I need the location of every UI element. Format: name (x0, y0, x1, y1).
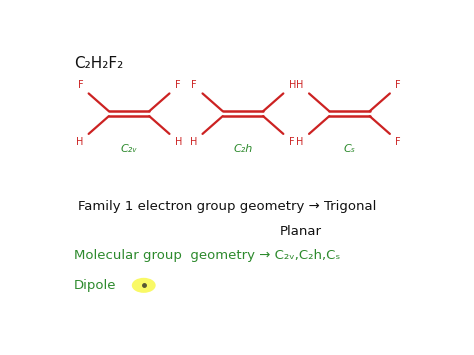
Text: Family 1 electron group geometry → Trigonal: Family 1 electron group geometry → Trigo… (78, 200, 376, 213)
Text: Planar: Planar (280, 225, 322, 238)
Text: Molecular group  geometry → C₂ᵥ,C₂h,Cₛ: Molecular group geometry → C₂ᵥ,C₂h,Cₛ (74, 249, 340, 262)
Text: H: H (175, 137, 182, 147)
Text: H: H (76, 137, 83, 147)
Text: Cₛ: Cₛ (344, 144, 356, 154)
Text: H: H (296, 80, 303, 90)
Ellipse shape (132, 278, 155, 293)
Text: H: H (296, 137, 303, 147)
Text: C₂H₂F₂: C₂H₂F₂ (74, 56, 123, 71)
Text: Dipole: Dipole (74, 279, 117, 293)
Text: H: H (190, 137, 197, 147)
Text: H: H (289, 80, 296, 90)
Text: C₂ᵥ: C₂ᵥ (120, 144, 137, 154)
Text: F: F (289, 137, 294, 147)
Text: F: F (395, 80, 401, 90)
Text: F: F (191, 80, 197, 90)
Text: F: F (78, 80, 83, 90)
Text: C₂h: C₂h (233, 144, 253, 154)
Text: F: F (395, 137, 401, 147)
Text: F: F (175, 80, 181, 90)
